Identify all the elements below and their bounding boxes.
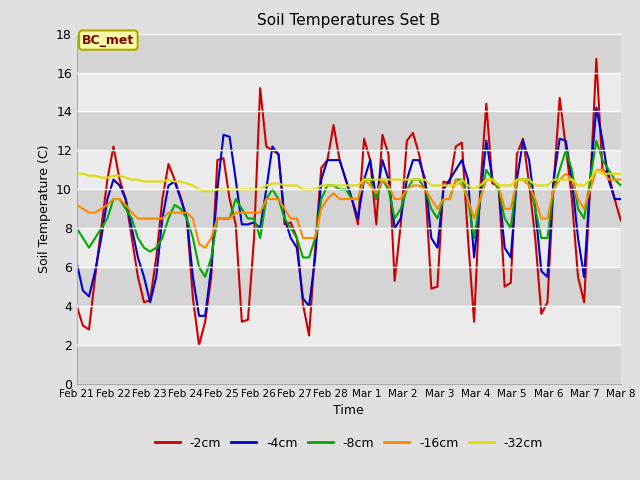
Bar <box>77 267 621 306</box>
Legend: -2cm, -4cm, -8cm, -16cm, -32cm: -2cm, -4cm, -8cm, -16cm, -32cm <box>150 432 548 455</box>
Bar <box>77 345 621 384</box>
Bar <box>77 72 621 111</box>
Bar <box>77 34 621 72</box>
Bar <box>77 189 621 228</box>
Bar <box>77 228 621 267</box>
Bar <box>77 306 621 345</box>
Y-axis label: Soil Temperature (C): Soil Temperature (C) <box>38 144 51 273</box>
Text: BC_met: BC_met <box>82 34 134 47</box>
Bar <box>77 150 621 189</box>
X-axis label: Time: Time <box>333 405 364 418</box>
Bar <box>77 111 621 150</box>
Title: Soil Temperatures Set B: Soil Temperatures Set B <box>257 13 440 28</box>
